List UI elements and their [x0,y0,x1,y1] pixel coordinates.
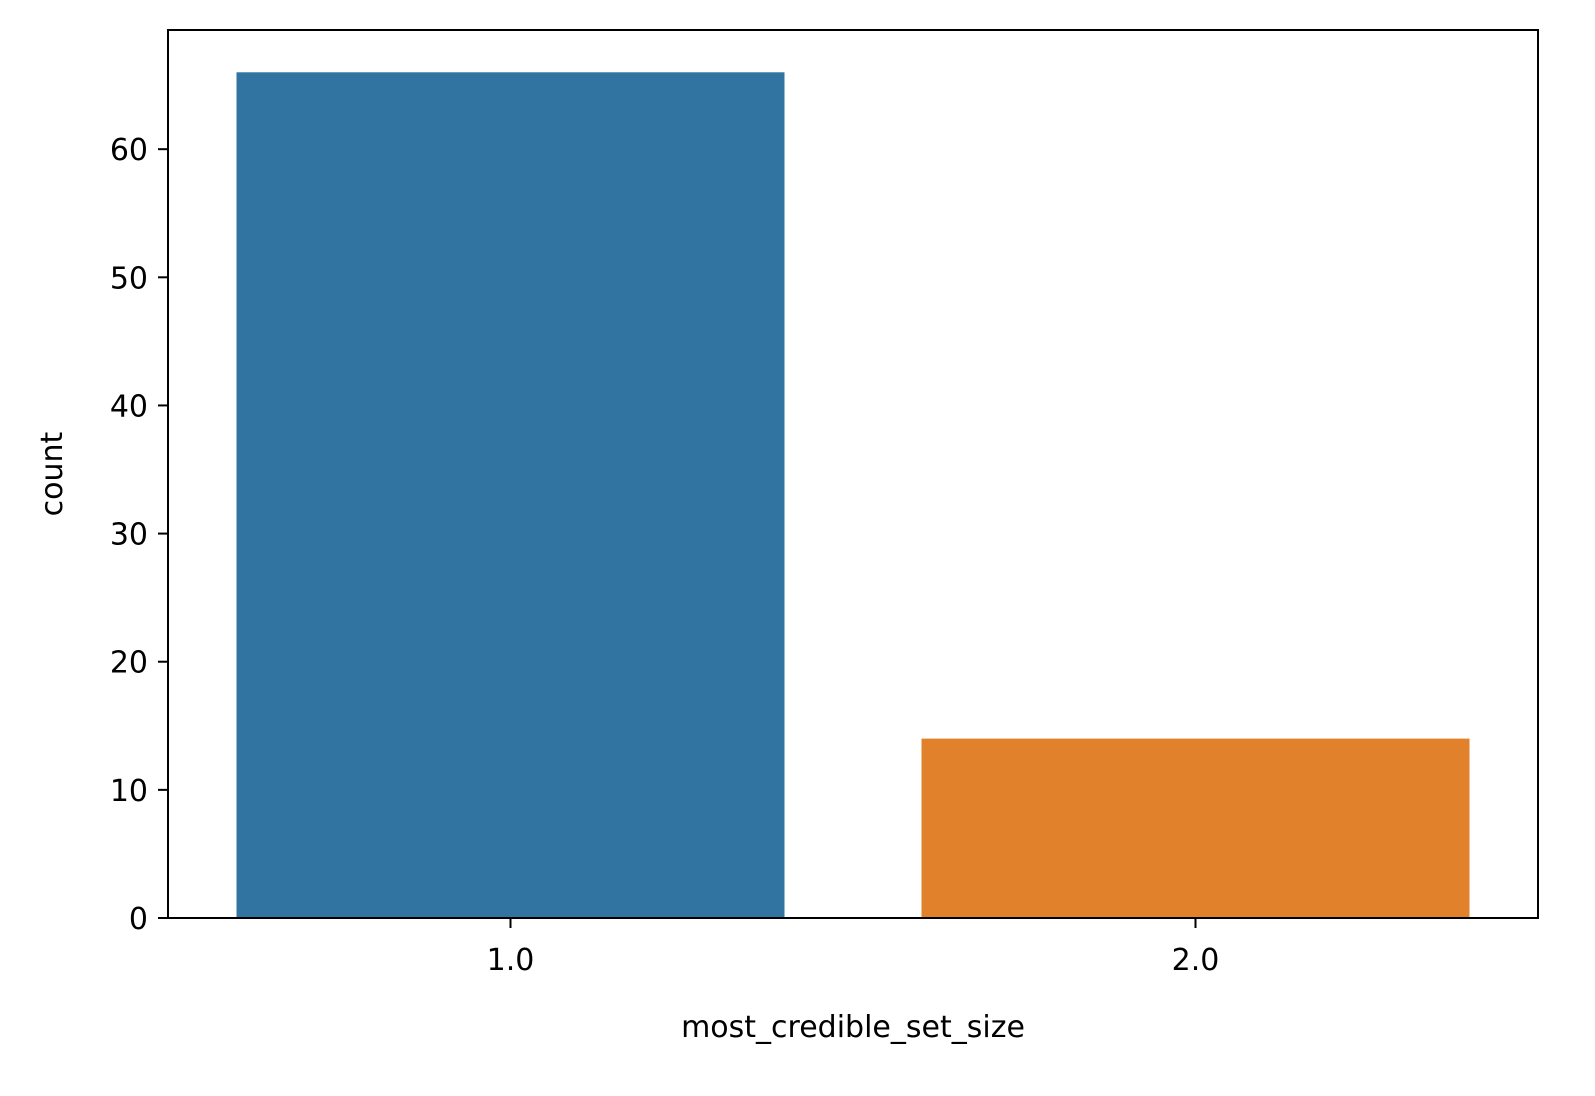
bar-1.0 [236,72,785,919]
bar-2.0 [921,738,1470,918]
plot-area-frame [167,29,1539,919]
y-axis-label: count [35,431,70,516]
x-axis-label: most_credible_set_size [681,1010,1025,1045]
y-axis-ticks: 0 10 20 30 40 50 60 [110,133,168,937]
bars-group [236,72,1470,919]
x-tick-label: 1.0 [487,943,535,978]
y-tick-label: 30 [110,518,148,553]
y-tick-label: 40 [110,389,148,424]
y-tick-label: 60 [110,133,148,168]
x-axis-ticks: 1.0 2.0 [487,918,1220,978]
y-tick-label: 20 [110,646,148,681]
x-tick-label: 2.0 [1172,943,1220,978]
y-tick-label: 10 [110,774,148,809]
y-tick-label: 0 [129,902,148,937]
y-tick-label: 50 [110,261,148,296]
